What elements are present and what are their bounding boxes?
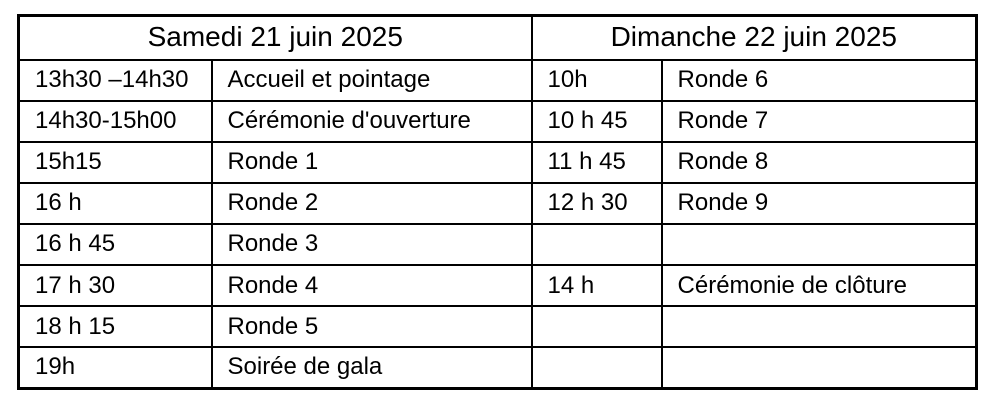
table-row: 13h30 –14h30 Accueil et pointage 10h Ron… <box>17 58 978 102</box>
sat-time-cell: 14h30-15h00 <box>17 99 213 143</box>
sun-event-cell: Ronde 7 <box>660 99 978 143</box>
sun-time-cell <box>530 346 663 390</box>
sun-event-cell: Ronde 6 <box>660 58 978 102</box>
table-row: 17 h 30 Ronde 4 14 h Cérémonie de clôtur… <box>17 264 978 308</box>
sun-time-cell: 14 h <box>530 264 663 308</box>
sun-event-cell <box>660 346 978 390</box>
sun-time-cell <box>530 223 663 267</box>
sat-event-cell: Ronde 3 <box>210 223 533 267</box>
sun-time-cell <box>530 305 663 349</box>
schedule-table: Samedi 21 juin 2025 Dimanche 22 juin 202… <box>17 14 979 390</box>
sat-time-cell: 13h30 –14h30 <box>17 58 213 102</box>
sun-event-cell: Cérémonie de clôture <box>660 264 978 308</box>
sat-time-cell: 17 h 30 <box>17 264 213 308</box>
sun-event-cell: Ronde 9 <box>660 181 978 226</box>
sun-time-cell: 10 h 45 <box>530 99 663 143</box>
sat-event-cell: Ronde 4 <box>210 264 533 308</box>
sat-time-cell: 16 h 45 <box>17 223 213 267</box>
sat-time-cell: 16 h <box>17 181 213 226</box>
sun-event-cell <box>660 223 978 267</box>
sat-time-cell: 19h <box>17 346 213 390</box>
day-header-saturday: Samedi 21 juin 2025 <box>17 14 533 61</box>
sat-time-cell: 15h15 <box>17 140 213 184</box>
table-row: 19h Soirée de gala <box>17 346 978 390</box>
table-row: 15h15 Ronde 1 11 h 45 Ronde 8 <box>17 140 978 184</box>
header-row: Samedi 21 juin 2025 Dimanche 22 juin 202… <box>17 14 978 61</box>
table-row: 16 h 45 Ronde 3 <box>17 223 978 267</box>
sun-time-cell: 10h <box>530 58 663 102</box>
table-row: 18 h 15 Ronde 5 <box>17 305 978 349</box>
sun-time-cell: 12 h 30 <box>530 181 663 226</box>
table-row: 14h30-15h00 Cérémonie d'ouverture 10 h 4… <box>17 99 978 143</box>
sat-event-cell: Cérémonie d'ouverture <box>210 99 533 143</box>
sun-time-cell: 11 h 45 <box>530 140 663 184</box>
sat-time-cell: 18 h 15 <box>17 305 213 349</box>
sat-event-cell: Accueil et pointage <box>210 58 533 102</box>
sat-event-cell: Soirée de gala <box>210 346 533 390</box>
sat-event-cell: Ronde 5 <box>210 305 533 349</box>
sun-event-cell <box>660 305 978 349</box>
sat-event-cell: Ronde 1 <box>210 140 533 184</box>
table-row: 16 h Ronde 2 12 h 30 Ronde 9 <box>17 181 978 226</box>
sat-event-cell: Ronde 2 <box>210 181 533 226</box>
day-header-sunday: Dimanche 22 juin 2025 <box>530 14 978 61</box>
sun-event-cell: Ronde 8 <box>660 140 978 184</box>
